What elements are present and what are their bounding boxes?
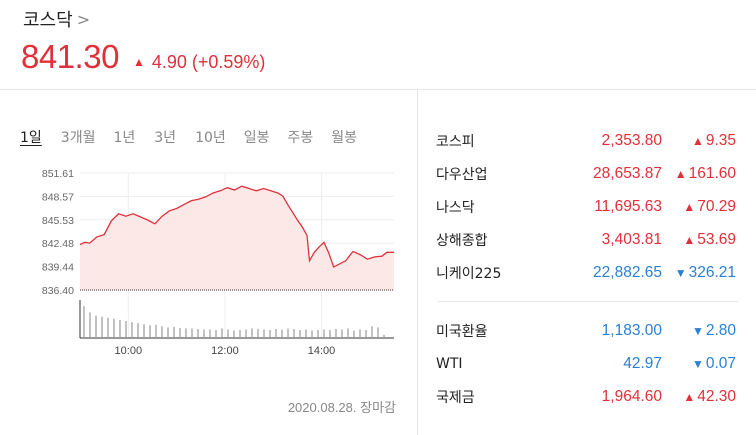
y-tick-label: 842.48	[42, 238, 74, 250]
market-change-value: 42.30	[697, 387, 736, 405]
price-line	[79, 185, 394, 268]
market-value: 1,964.60	[601, 387, 662, 405]
price-row: 841.30 ▲ 4.90 (+0.59%)	[21, 38, 265, 76]
market-change-value: 70.29	[697, 197, 736, 215]
price-change-text: 4.90 (+0.59%)	[151, 52, 266, 72]
market-row[interactable]: WTI 42.97 ▼ 0.07	[436, 347, 736, 380]
tab-daily[interactable]: 일봉	[243, 130, 270, 146]
index-name[interactable]: 코스닥	[23, 10, 73, 31]
market-name[interactable]: 니케이225	[436, 265, 502, 282]
market-name[interactable]: 나스닥	[436, 199, 475, 216]
y-tick-label: 848.57	[42, 191, 74, 203]
area-fill	[80, 186, 394, 290]
market-row[interactable]: 나스닥 11,695.63 ▲ 70.29	[436, 190, 736, 223]
market-change: ▲ 161.60	[666, 165, 736, 183]
market-change-value: 2.80	[705, 321, 736, 339]
market-list: 코스피 2,353.80 ▲ 9.35 다우산업 28,653.87 ▲ 161.60 나스닥 1…	[436, 124, 738, 413]
market-row[interactable]: 상해종합 3,403.81 ▲ 53.69	[436, 223, 736, 256]
market-value: 3,403.81	[601, 230, 662, 248]
market-change-value: 326.21	[688, 263, 736, 281]
market-row[interactable]: 코스피 2,353.80 ▲ 9.35	[436, 124, 736, 157]
up-arrow-icon: ▲	[691, 133, 704, 148]
market-name[interactable]: 코스피	[436, 133, 475, 150]
tab-3y[interactable]: 3년	[154, 130, 177, 146]
market-name[interactable]: 미국환율	[436, 323, 488, 340]
down-arrow-icon: ▼	[691, 356, 704, 371]
market-value: 1,183.00	[601, 321, 662, 339]
market-name[interactable]: 상해종합	[436, 232, 488, 249]
market-change-value: 9.35	[705, 131, 736, 149]
index-header[interactable]: 코스닥 >	[23, 6, 90, 32]
market-change: ▼ 326.21	[666, 264, 736, 282]
up-arrow-icon: ▲	[132, 55, 145, 69]
market-close-date: 2020.08.28. 장마감	[287, 400, 396, 415]
chevron-right-icon[interactable]: >	[76, 9, 91, 29]
market-row[interactable]: 다우산업 28,653.87 ▲ 161.60	[436, 157, 736, 190]
market-row[interactable]: 국제금 1,964.60 ▲ 42.30	[436, 380, 736, 413]
divider-horizontal	[0, 89, 756, 90]
market-change: ▲ 42.30	[666, 388, 736, 406]
market-value: 2,353.80	[601, 131, 662, 149]
intraday-chart[interactable]: 851.61 848.57 845.53 842.48 839.44 836.40 10:0…	[28, 160, 398, 360]
market-value: 22,882.65	[593, 263, 662, 281]
market-name[interactable]: 다우산업	[436, 166, 488, 183]
y-tick-label: 845.53	[42, 215, 74, 227]
tab-1d[interactable]: 1일	[20, 130, 42, 146]
market-row[interactable]: 미국환율 1,183.00 ▼ 2.80	[436, 314, 736, 347]
up-arrow-icon: ▲	[683, 199, 696, 214]
market-change: ▲ 9.35	[666, 132, 736, 150]
y-tick-label: 851.61	[42, 168, 74, 180]
tab-monthly[interactable]: 월봉	[331, 130, 358, 146]
market-change: ▲ 53.69	[666, 231, 736, 249]
y-tick-label: 839.44	[42, 262, 74, 274]
market-change: ▼ 2.80	[666, 322, 736, 340]
tab-1y[interactable]: 1년	[113, 130, 136, 146]
market-list-divider	[438, 301, 738, 302]
divider-vertical	[417, 90, 418, 435]
tab-10y[interactable]: 10년	[195, 130, 226, 146]
x-tick-label: 10:00	[115, 345, 143, 357]
current-price: 841.30	[21, 38, 119, 75]
up-arrow-icon: ▲	[683, 389, 696, 404]
market-change: ▲ 70.29	[666, 198, 736, 216]
tab-weekly[interactable]: 주봉	[287, 130, 314, 146]
market-row[interactable]: 니케이225 22,882.65 ▼ 326.21	[436, 256, 736, 289]
x-tick-label: 14:00	[308, 345, 336, 357]
market-name[interactable]: WTI	[436, 355, 463, 372]
market-change: ▼ 0.07	[666, 355, 736, 373]
market-change-value: 53.69	[697, 230, 736, 248]
market-change-value: 161.60	[688, 164, 736, 182]
period-tabs: 1일 3개월 1년 3년 10년 일봉 주봉 월봉	[20, 127, 357, 147]
up-arrow-icon: ▲	[674, 166, 687, 181]
x-tick-label: 12:00	[211, 345, 239, 357]
down-arrow-icon: ▼	[674, 265, 687, 280]
down-arrow-icon: ▼	[691, 323, 704, 338]
up-arrow-icon: ▲	[683, 232, 696, 247]
market-value: 42.97	[623, 354, 662, 372]
market-value: 11,695.63	[594, 197, 662, 215]
market-change-value: 0.07	[705, 354, 736, 372]
market-name[interactable]: 국제금	[436, 389, 475, 406]
price-change: ▲ 4.90 (+0.59%)	[133, 52, 265, 73]
y-tick-label: 836.40	[42, 285, 74, 297]
tab-3m[interactable]: 3개월	[60, 130, 96, 146]
market-value: 28,653.87	[593, 164, 662, 182]
